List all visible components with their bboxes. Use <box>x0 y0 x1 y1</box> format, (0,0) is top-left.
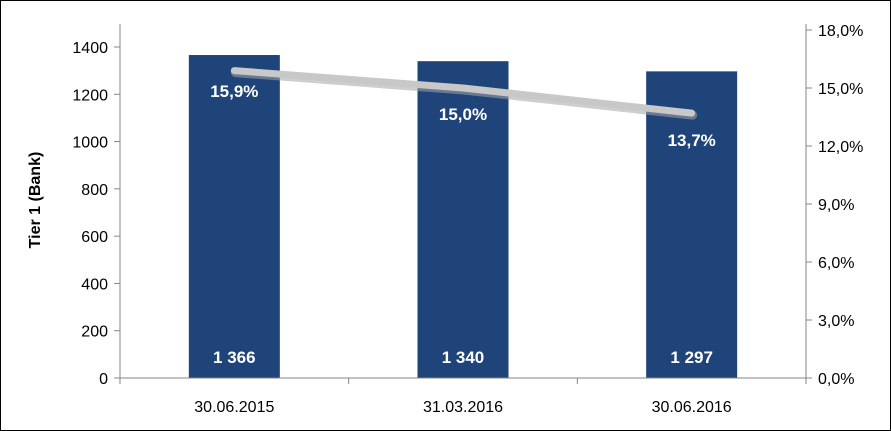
y2-tick-label: 3,0% <box>818 313 854 330</box>
y-tick-label: 1000 <box>72 135 108 152</box>
y-tick-label: 800 <box>81 182 108 199</box>
y-tick-label: 0 <box>99 371 108 388</box>
y2-tick-label: 15,0% <box>818 81 863 98</box>
labels-group: 15,9% 15,0% 13,7% 1 366 1 340 1 297 <box>210 82 716 367</box>
y2-tick-label: 9,0% <box>818 197 854 214</box>
y-tick-label: 600 <box>81 229 108 246</box>
bar-value-label: 1 366 <box>213 348 256 367</box>
y2-tick-label: 12,0% <box>818 139 863 156</box>
ratio-line <box>230 67 696 117</box>
x-tick-label: 31.03.2016 <box>423 399 503 416</box>
bar-value-label: 1 297 <box>670 348 713 367</box>
y2-tick-label: 18,0% <box>818 23 863 40</box>
ratio-value-label: 13,7% <box>668 131 716 150</box>
y-tick-label: 400 <box>81 276 108 293</box>
ratio-value-label: 15,9% <box>210 82 258 101</box>
x-tick-label: 30.06.2016 <box>652 399 732 416</box>
y-tick-label: 1200 <box>72 87 108 104</box>
y-tick-label: 1400 <box>72 40 108 57</box>
bar <box>188 55 280 378</box>
y-tick-label: 200 <box>81 324 108 341</box>
y-axis-title: Tier 1 (Bank) <box>27 152 44 249</box>
bars-group <box>188 55 738 378</box>
bar <box>646 71 738 378</box>
bar <box>417 61 509 378</box>
ratio-value-label: 15,0% <box>439 105 487 124</box>
y2-tick-label: 6,0% <box>818 255 854 272</box>
bar-value-label: 1 340 <box>442 348 485 367</box>
y2-tick-label: 0,0% <box>818 371 854 388</box>
axes-group: 0 200 400 600 800 1000 1200 1400 0,0% 3,0% 6,0% 9,0… <box>72 23 863 416</box>
x-tick-label: 30.06.2015 <box>194 399 274 416</box>
ratio-line-group <box>230 67 698 120</box>
